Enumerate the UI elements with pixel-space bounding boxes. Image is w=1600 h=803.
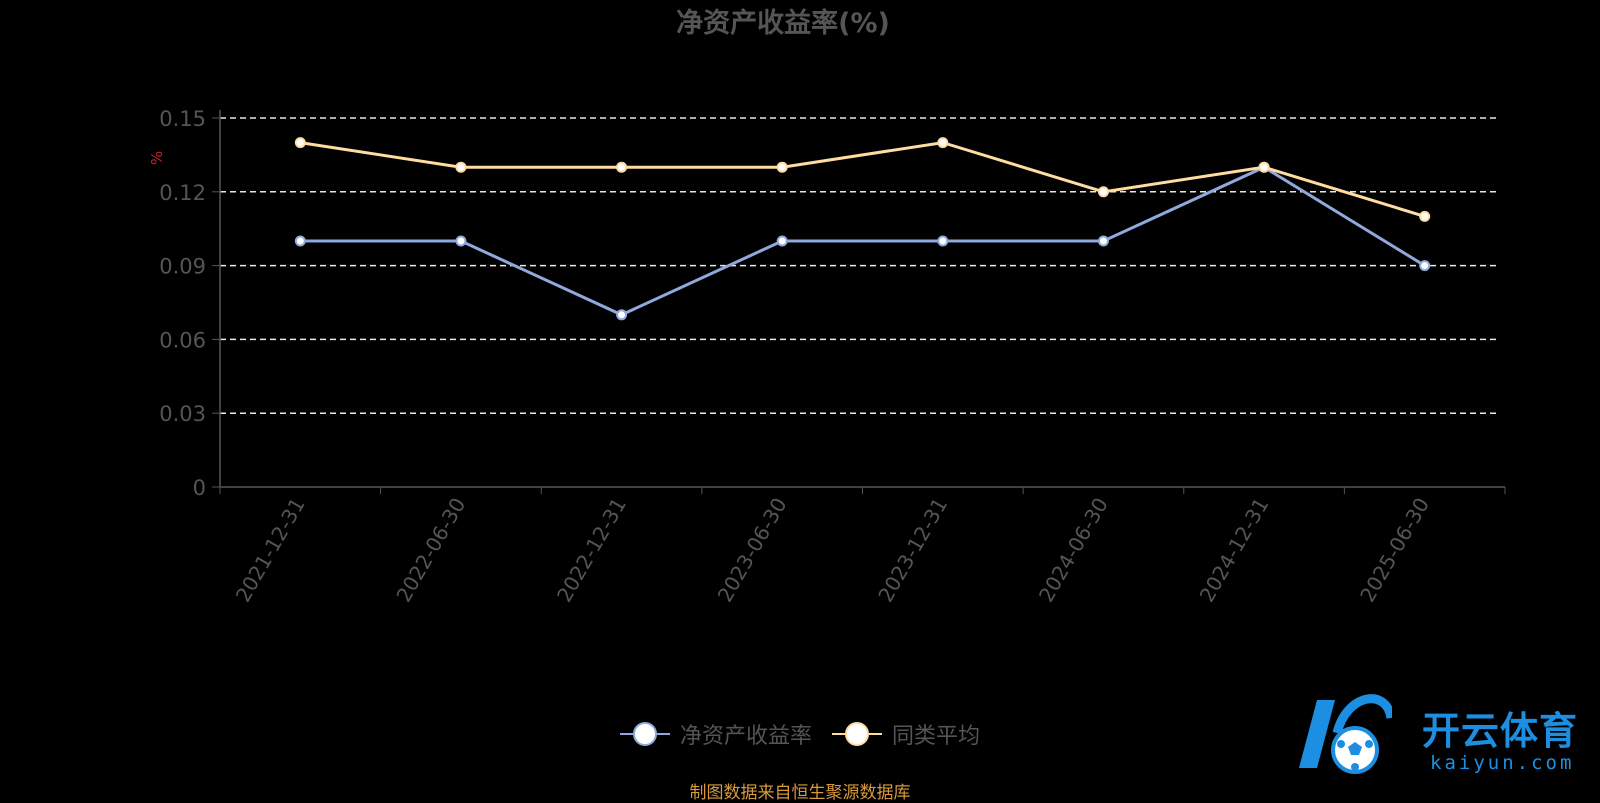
grid-lines [220, 117, 1500, 414]
data-source-note: 制图数据来自恒生聚源数据库 [689, 783, 911, 803]
data-point[interactable] [1419, 210, 1431, 222]
watermark-text-cn: 开云体育 [1422, 709, 1579, 753]
data-point[interactable] [616, 309, 628, 321]
data-point[interactable] [1258, 161, 1270, 173]
x-tick-label: 2025-06-30 [1355, 494, 1434, 607]
watermark-text-en: kaiyun.com [1430, 752, 1575, 774]
data-point[interactable] [937, 137, 949, 149]
line-chart: 净资产收益率(%) % 0 0.03 0.06 0.09 0.12 0.15 2021-1… [148, 7, 1506, 607]
x-tick-label: 2023-06-30 [713, 494, 792, 607]
data-point[interactable] [616, 161, 628, 173]
legend-item-roe[interactable]: 净资产收益率 [619, 718, 812, 750]
watermark-logo: 开云体育 kaiyun.com [1299, 694, 1592, 790]
series-line-0 [300, 165, 1426, 317]
data-point[interactable] [294, 137, 306, 149]
data-point[interactable] [776, 235, 788, 247]
chart-title: 净资产收益率(%) [676, 7, 890, 39]
data-point[interactable] [294, 235, 306, 247]
axes [219, 110, 1505, 488]
data-point[interactable] [1419, 260, 1431, 272]
y-tick-label: 0.03 [159, 402, 206, 426]
y-tick-label: 0 [193, 476, 206, 500]
x-tick-label: 2024-12-31 [1194, 494, 1273, 607]
legend-marker-peer-average [832, 721, 882, 747]
y-tick-label: 0.09 [159, 255, 206, 279]
legend: 净资产收益率 同类平均 [0, 718, 1600, 750]
x-tick-label: 2023-12-31 [873, 494, 952, 607]
data-point[interactable] [455, 161, 467, 173]
x-tick-label: 2024-06-30 [1034, 494, 1113, 607]
y-tick-label: 0.15 [159, 107, 206, 131]
legend-item-peer-average[interactable]: 同类平均 [832, 718, 980, 750]
data-point[interactable] [455, 235, 467, 247]
x-axis-ticks: 2021-12-31 2022-06-30 2022-12-31 2023-06-30… [219, 487, 1506, 607]
data-point[interactable] [776, 161, 788, 173]
data-point[interactable] [1097, 235, 1109, 247]
legend-label-peer-average: 同类平均 [892, 724, 981, 749]
y-axis-ticks: 0 0.03 0.06 0.09 0.12 0.15 [159, 107, 220, 500]
soccer-ball-logo-icon [1299, 694, 1392, 774]
y-tick-label: 0.12 [159, 181, 206, 205]
data-point[interactable] [937, 235, 949, 247]
y-axis-unit-label: % [148, 151, 166, 165]
legend-marker-roe [619, 721, 670, 747]
x-tick-label: 2022-06-30 [391, 494, 470, 607]
data-point[interactable] [1097, 186, 1109, 198]
x-tick-label: 2022-12-31 [552, 494, 631, 607]
legend-label-roe: 净资产收益率 [679, 724, 812, 749]
y-tick-label: 0.06 [159, 328, 206, 352]
x-tick-label: 2021-12-31 [231, 494, 310, 607]
series-line-1 [300, 141, 1426, 218]
series-group [294, 137, 1431, 321]
